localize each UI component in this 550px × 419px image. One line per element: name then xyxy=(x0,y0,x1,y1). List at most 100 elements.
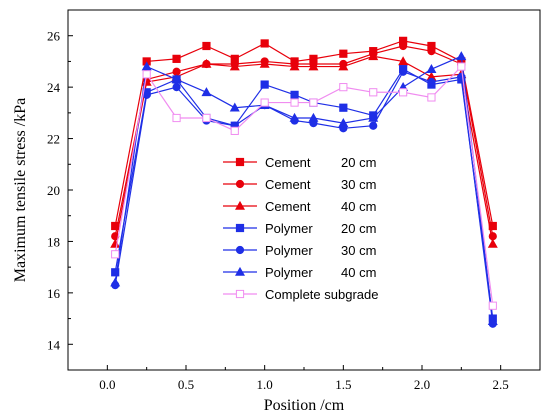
legend-depth: 30 cm xyxy=(341,243,376,258)
legend-item: Cement 30 cm xyxy=(223,177,376,192)
legend-item: Complete subgrade xyxy=(223,287,378,302)
x-tick-label: 0.0 xyxy=(99,377,115,392)
data-point-square xyxy=(290,90,299,99)
data-point-square xyxy=(230,126,239,135)
y-axis-title: Maximum tensile stress /kPa xyxy=(12,98,29,282)
axis-ticks: 0.0 0.5 1.0 1.5 2.0 2.5 14 16 18 20 22 24 26 xyxy=(47,9,509,392)
y-tick-label: 16 xyxy=(47,286,61,301)
legend-item: Polymer 40 cm xyxy=(223,265,376,280)
data-point-circle xyxy=(142,90,151,99)
data-point-square xyxy=(260,98,269,107)
data-point-square xyxy=(260,80,269,89)
series-layer xyxy=(110,36,498,328)
data-point-square xyxy=(142,70,151,79)
data-point-triangle xyxy=(229,61,240,71)
data-point-circle xyxy=(235,245,245,255)
series-4 xyxy=(111,65,497,323)
series-line xyxy=(114,40,494,227)
data-point-square xyxy=(488,301,497,310)
data-point-triangle xyxy=(110,277,121,287)
legend-item: Polymer 30 cm xyxy=(223,243,376,258)
legend-depth: 30 cm xyxy=(341,177,376,192)
data-point-triangle xyxy=(338,61,349,71)
data-point-square xyxy=(235,157,245,167)
data-point-triangle xyxy=(308,112,319,122)
data-point-triangle xyxy=(201,58,212,68)
data-point-square xyxy=(202,113,211,123)
data-point-triangle xyxy=(229,102,240,112)
data-point-circle xyxy=(427,77,436,87)
data-point-circle xyxy=(427,47,436,56)
data-point-triangle xyxy=(171,74,182,84)
y-tick-label: 18 xyxy=(47,234,60,249)
data-point-triangle xyxy=(368,112,379,122)
data-point-square xyxy=(111,250,120,259)
data-point-triangle xyxy=(201,87,212,97)
y-tick-label: 22 xyxy=(47,132,60,147)
data-point-square xyxy=(309,98,318,107)
data-point-square xyxy=(260,39,269,48)
legend-label: Cement xyxy=(265,177,311,192)
data-point-square xyxy=(339,49,348,58)
data-point-square xyxy=(290,98,299,107)
legend-item: Cement 20 cm xyxy=(223,155,376,170)
legend-label: Polymer xyxy=(265,221,313,236)
data-point-circle xyxy=(488,232,497,241)
data-point-circle xyxy=(399,67,408,76)
x-tick-label: 2.5 xyxy=(493,377,509,392)
legend-label: Cement xyxy=(265,199,311,214)
y-tick-label: 26 xyxy=(47,29,61,44)
legend-label: Polymer xyxy=(265,243,313,258)
data-point-triangle xyxy=(368,51,379,61)
series-line xyxy=(114,55,494,322)
x-tick-label: 1.0 xyxy=(257,377,273,392)
legend-depth: 20 cm xyxy=(341,155,376,170)
legend-depth: 20 cm xyxy=(341,221,376,236)
x-tick-label: 1.5 xyxy=(335,377,351,392)
data-point-triangle xyxy=(289,61,300,71)
data-point-circle xyxy=(172,83,181,92)
series-line xyxy=(114,45,494,237)
legend-item: Polymer 20 cm xyxy=(223,221,376,236)
legend-item: Cement 40 cm xyxy=(223,199,376,214)
data-point-square xyxy=(339,103,348,112)
series-3 xyxy=(110,51,498,248)
series-line xyxy=(114,68,494,319)
series-line xyxy=(114,65,494,306)
data-point-triangle xyxy=(398,56,409,66)
y-tick-label: 14 xyxy=(47,337,61,352)
data-point-square xyxy=(172,54,181,63)
data-point-square xyxy=(172,113,181,123)
legend-depth: 40 cm xyxy=(341,265,376,280)
data-point-triangle xyxy=(487,315,498,325)
legend-label: Cement xyxy=(265,155,311,170)
series-line xyxy=(114,70,494,324)
series-line xyxy=(114,55,494,245)
x-axis-title: Position /cm xyxy=(264,397,345,414)
data-point-square xyxy=(427,93,436,102)
data-point-triangle xyxy=(141,61,152,71)
data-point-triangle xyxy=(308,61,319,71)
data-point-circle xyxy=(235,179,245,189)
legend-depth: 40 cm xyxy=(341,199,376,214)
data-point-square xyxy=(235,223,245,233)
data-point-square xyxy=(235,289,245,299)
data-point-square xyxy=(457,62,466,71)
data-point-triangle xyxy=(235,266,245,276)
series-7 xyxy=(111,62,497,310)
data-point-triangle xyxy=(487,238,498,248)
x-tick-label: 0.5 xyxy=(178,377,194,392)
data-point-square xyxy=(202,41,211,51)
data-point-triangle xyxy=(289,112,300,122)
data-point-triangle xyxy=(338,117,349,127)
legend-label: Polymer xyxy=(265,265,313,280)
x-tick-label: 2.0 xyxy=(414,377,430,392)
data-point-triangle xyxy=(426,63,437,73)
data-point-square xyxy=(339,83,348,92)
data-point-circle xyxy=(399,41,408,51)
data-point-triangle xyxy=(456,51,467,61)
y-tick-label: 24 xyxy=(47,80,61,95)
data-point-circle xyxy=(369,121,378,130)
